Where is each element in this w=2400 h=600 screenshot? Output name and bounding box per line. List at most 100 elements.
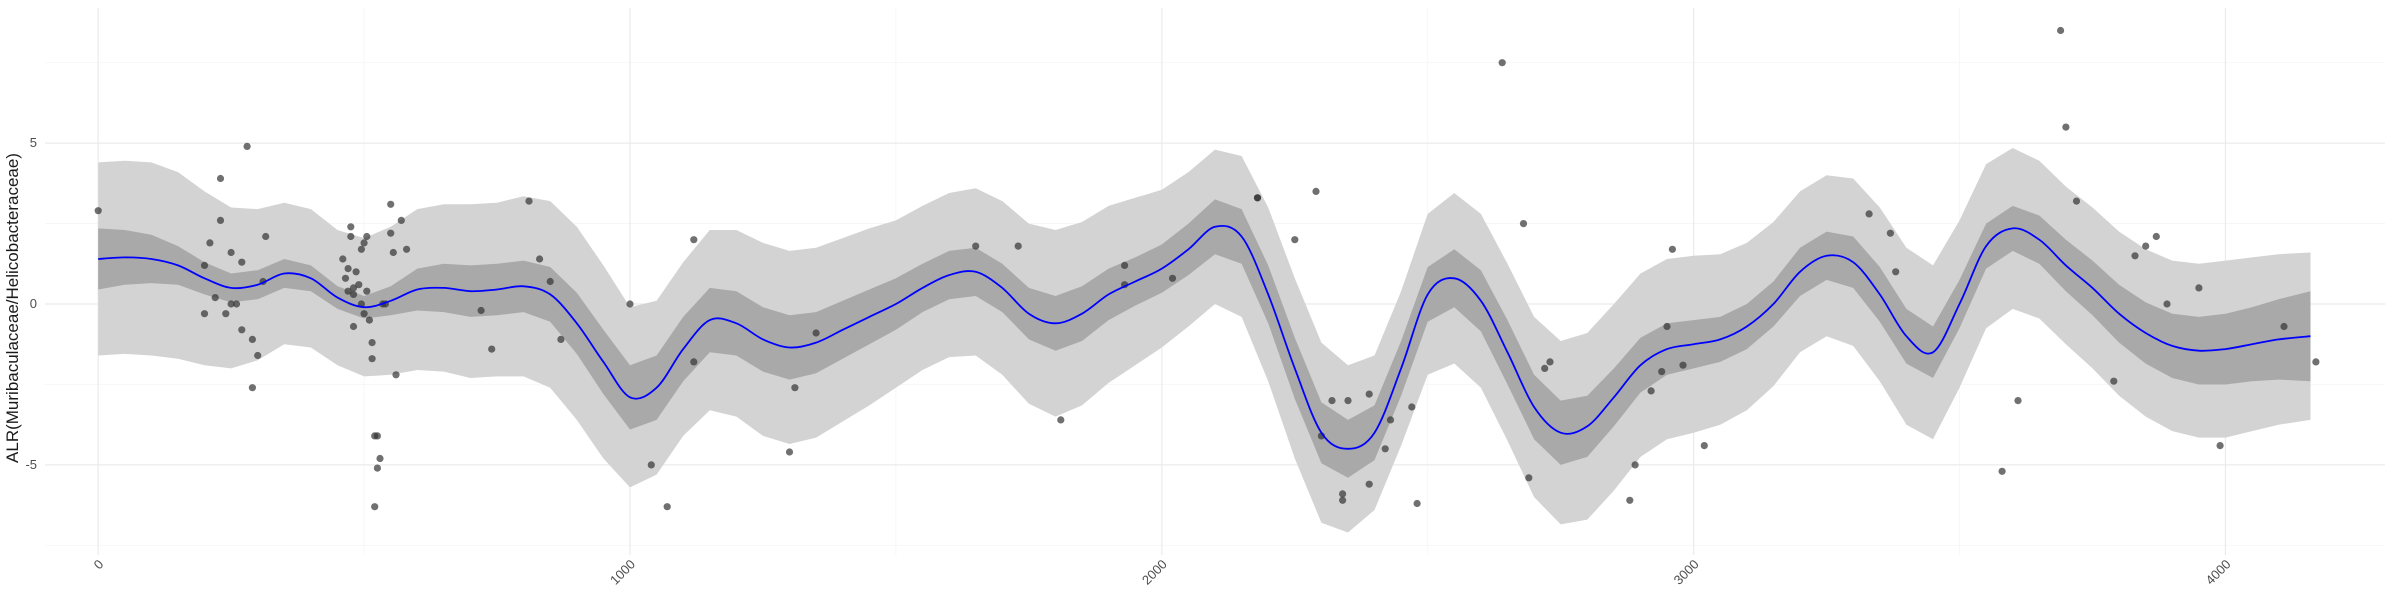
data-point (373, 432, 381, 440)
data-point (2152, 232, 2160, 241)
data-point (972, 242, 980, 250)
data-point (1519, 220, 1528, 228)
data-point (360, 239, 368, 247)
data-point (1647, 387, 1655, 395)
y-axis-tick-labels: -5 0 5 (25, 135, 37, 472)
data-point (389, 248, 397, 257)
data-point (262, 232, 270, 241)
x-tick-label: 4000 (2203, 557, 2234, 588)
data-point (365, 316, 373, 324)
data-point (1679, 361, 1687, 369)
y-axis-title: ALR(Muribaculaceae/Helicobacteraceae) (3, 153, 22, 463)
data-point (368, 355, 376, 363)
data-point (2110, 377, 2118, 385)
data-point (536, 255, 544, 263)
data-point (347, 232, 355, 241)
data-point (200, 310, 209, 318)
x-axis-tick-labels: 0 1000 2000 3000 4000 (91, 557, 2234, 588)
data-point (1291, 236, 1299, 244)
data-point (349, 290, 358, 298)
data-point (392, 371, 400, 379)
x-tick-label: 1000 (607, 557, 638, 588)
x-tick-label: 0 (91, 557, 107, 573)
data-point (1057, 416, 1065, 424)
data-point (1886, 229, 1894, 237)
data-point (363, 287, 371, 295)
data-point (1865, 210, 1873, 218)
inner-confidence-band (98, 199, 2311, 478)
data-point (243, 142, 251, 150)
data-point (2216, 442, 2224, 450)
data-point (663, 503, 671, 511)
data-point (1626, 496, 1634, 504)
data-point (1700, 442, 1708, 450)
y-tick-label: 0 (30, 296, 37, 311)
data-point (363, 232, 371, 241)
data-point (1339, 496, 1347, 504)
data-point (368, 339, 376, 347)
data-point (227, 248, 235, 257)
y-tick-label: -5 (25, 457, 37, 472)
data-point (1339, 490, 1347, 498)
smoothed-trend-line (98, 224, 2311, 450)
data-point (344, 287, 352, 295)
data-point (1631, 461, 1639, 469)
data-point (355, 281, 363, 289)
data-point (222, 310, 230, 318)
data-points (94, 26, 2320, 511)
data-point (339, 255, 347, 263)
data-point (557, 335, 565, 343)
data-point (1546, 358, 1554, 366)
data-point (690, 358, 698, 366)
data-point (1998, 467, 2006, 475)
data-point (1328, 397, 1336, 405)
outer-confidence-band (98, 148, 2311, 533)
data-point (349, 284, 358, 292)
data-point (248, 335, 256, 343)
data-point (1365, 480, 1373, 488)
data-point (1312, 187, 1320, 195)
data-point (791, 384, 799, 392)
data-point (216, 174, 225, 183)
data-point (360, 310, 368, 318)
data-point (1381, 445, 1389, 453)
data-point (647, 461, 655, 469)
data-point (1413, 499, 1421, 508)
data-point (812, 329, 820, 337)
data-point (357, 245, 365, 253)
data-point (488, 345, 496, 353)
data-point (546, 277, 554, 286)
data-point (1253, 194, 1262, 202)
data-point (238, 258, 246, 266)
data-point (2163, 300, 2171, 308)
data-point (1121, 261, 1129, 269)
data-point (248, 384, 256, 392)
data-point (341, 274, 350, 282)
y-tick-label: 5 (30, 135, 37, 150)
data-point (1386, 416, 1395, 424)
data-point (347, 223, 355, 231)
data-point (785, 448, 794, 456)
data-point (525, 197, 533, 205)
data-point (2062, 123, 2070, 131)
data-point (387, 229, 395, 237)
data-point (349, 322, 358, 331)
data-point (690, 236, 698, 244)
data-point (238, 326, 246, 334)
data-point (387, 200, 395, 208)
data-point (1168, 274, 1177, 282)
data-point (1014, 242, 1022, 250)
data-point (373, 464, 381, 472)
data-point (397, 216, 405, 224)
data-point (403, 245, 411, 253)
data-point (227, 300, 235, 308)
data-point (206, 239, 214, 247)
data-point (2312, 358, 2320, 366)
data-point (1365, 390, 1373, 398)
data-point (216, 216, 225, 224)
data-point (626, 300, 634, 308)
data-point (1408, 403, 1416, 411)
data-point (200, 261, 209, 269)
data-point (2142, 242, 2150, 250)
